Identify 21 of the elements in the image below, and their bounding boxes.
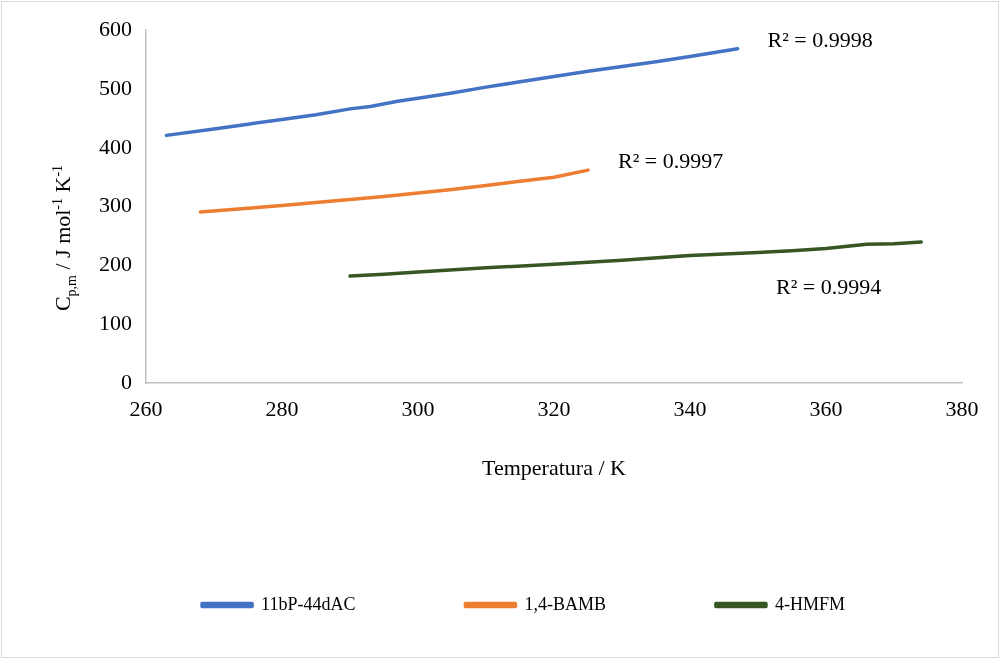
y-tick-label: 100 — [99, 310, 132, 336]
legend-label: 11bP-44dAC — [261, 593, 356, 614]
annotation: R² = 0.9997 — [618, 147, 724, 173]
x-tick-label: 360 — [809, 396, 843, 422]
y-tick-label: 200 — [99, 251, 132, 277]
x-tick-label: 320 — [537, 396, 571, 422]
y-tick-label: 600 — [99, 15, 132, 41]
x-tick-label: 380 — [945, 396, 979, 422]
x-tick-label: 340 — [673, 396, 707, 422]
y-tick-label: 0 — [121, 368, 132, 394]
y-tick-label: 300 — [99, 192, 132, 218]
x-tick-label: 300 — [401, 396, 435, 422]
legend-label: 4-HMFM — [774, 593, 845, 614]
x-tick-label: 280 — [265, 396, 299, 422]
legend-label: 1,4-BAMB — [524, 593, 606, 614]
y-tick-label: 400 — [99, 133, 132, 159]
annotation: R² = 0.9994 — [776, 273, 882, 299]
annotation: R² = 0.9998 — [767, 26, 873, 52]
x-tick-label: 260 — [129, 396, 163, 422]
y-tick-label: 500 — [99, 74, 132, 100]
x-axis-title: Temperatura / K — [482, 454, 627, 480]
